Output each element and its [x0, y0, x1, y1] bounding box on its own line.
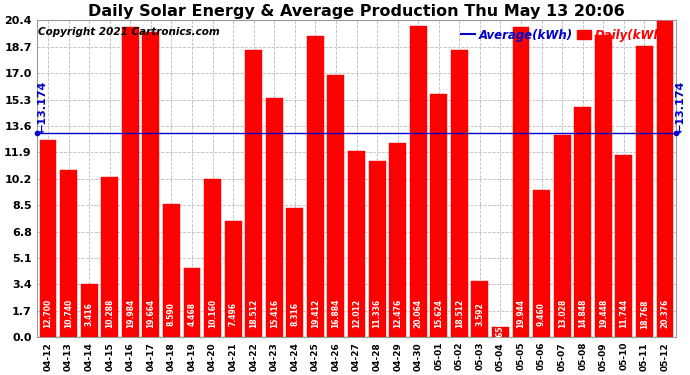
Bar [204, 179, 221, 337]
Text: ←13.174: ←13.174 [37, 80, 48, 132]
Legend: Average(kWh), Daily(kWh): Average(kWh), Daily(kWh) [458, 26, 671, 44]
Bar [101, 177, 118, 337]
Bar [328, 75, 344, 337]
Text: 10.740: 10.740 [64, 299, 73, 328]
Bar [39, 140, 57, 337]
Text: 16.884: 16.884 [331, 299, 340, 328]
Bar [389, 143, 406, 337]
Bar [657, 21, 673, 337]
Text: Copyright 2021 Cartronics.com: Copyright 2021 Cartronics.com [38, 27, 219, 37]
Text: 18.768: 18.768 [640, 299, 649, 328]
Title: Daily Solar Energy & Average Production Thu May 13 20:06: Daily Solar Energy & Average Production … [88, 4, 625, 19]
Text: 10.288: 10.288 [105, 299, 114, 328]
Bar [513, 27, 529, 337]
Text: 19.448: 19.448 [599, 299, 608, 328]
Bar [225, 221, 241, 337]
Text: 12.476: 12.476 [393, 299, 402, 328]
Bar [266, 98, 283, 337]
Bar [163, 204, 180, 337]
Text: 8.316: 8.316 [290, 302, 299, 326]
Text: 19.412: 19.412 [311, 299, 320, 328]
Text: 4.468: 4.468 [188, 302, 197, 326]
Text: 7.496: 7.496 [228, 302, 237, 326]
Text: 3.592: 3.592 [475, 302, 484, 326]
Bar [636, 46, 653, 337]
Text: 15.416: 15.416 [270, 299, 279, 328]
Bar [533, 190, 550, 337]
Text: 19.944: 19.944 [517, 299, 526, 328]
Text: 3.416: 3.416 [85, 302, 94, 326]
Bar [368, 161, 386, 337]
Bar [184, 268, 200, 337]
Text: 11.744: 11.744 [620, 299, 629, 328]
Bar [492, 327, 509, 337]
Bar [142, 32, 159, 337]
Text: 18.512: 18.512 [249, 299, 258, 328]
Bar [574, 106, 591, 337]
Text: 18.512: 18.512 [455, 299, 464, 328]
Bar [554, 135, 571, 337]
Text: 15.624: 15.624 [434, 299, 443, 328]
Text: 20.376: 20.376 [660, 299, 669, 328]
Text: 19.664: 19.664 [146, 299, 155, 328]
Bar [431, 94, 447, 337]
Text: 10.160: 10.160 [208, 299, 217, 328]
Bar [471, 281, 489, 337]
Text: 8.590: 8.590 [167, 302, 176, 326]
Text: 19.984: 19.984 [126, 299, 135, 328]
Bar [122, 27, 139, 337]
Bar [410, 26, 426, 337]
Bar [60, 170, 77, 337]
Bar [81, 284, 97, 337]
Text: ←13.174: ←13.174 [676, 80, 686, 132]
Text: 12.700: 12.700 [43, 299, 52, 328]
Bar [245, 50, 262, 337]
Bar [615, 155, 632, 337]
Bar [595, 35, 612, 337]
Text: 0.656: 0.656 [496, 320, 505, 344]
Bar [348, 151, 365, 337]
Text: 9.460: 9.460 [537, 302, 546, 326]
Text: 14.848: 14.848 [578, 299, 587, 328]
Text: 20.064: 20.064 [414, 299, 423, 328]
Bar [286, 208, 303, 337]
Bar [307, 36, 324, 337]
Text: 13.028: 13.028 [558, 299, 566, 328]
Text: 12.012: 12.012 [352, 299, 361, 328]
Bar [451, 50, 468, 337]
Text: 11.336: 11.336 [373, 299, 382, 328]
